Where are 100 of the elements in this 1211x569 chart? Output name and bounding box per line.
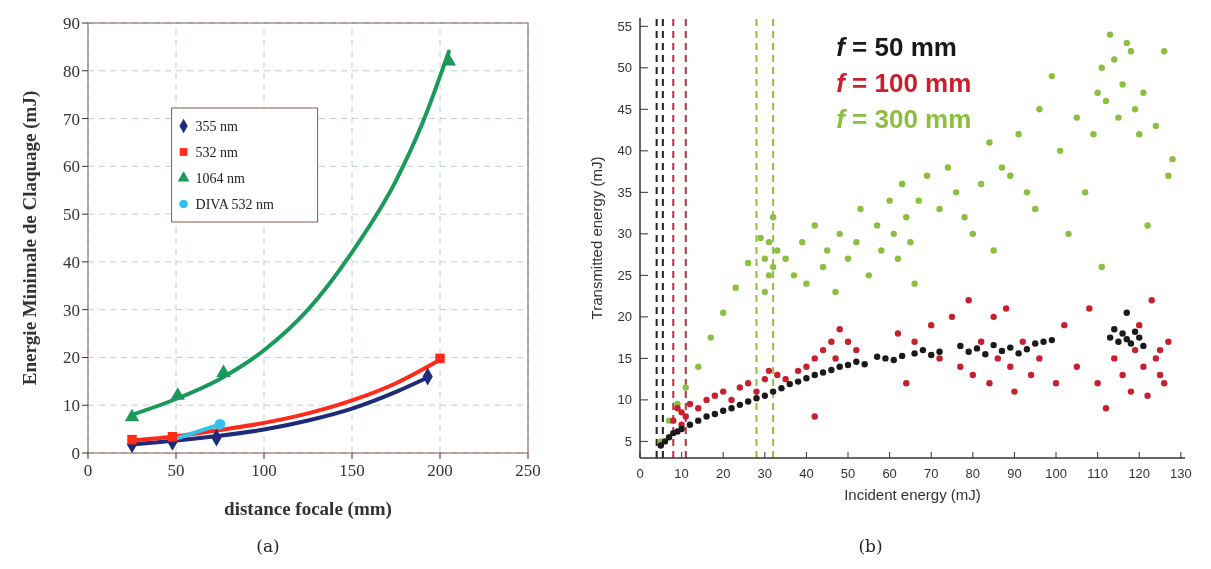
- point: [769, 388, 777, 395]
- y-tick-label: 80: [63, 61, 80, 81]
- point: [1127, 340, 1135, 347]
- x-tick-label: 60: [882, 465, 897, 481]
- point: [1032, 340, 1039, 347]
- point: [686, 421, 694, 428]
- x-tick-label: 50: [840, 465, 856, 481]
- x-tick-label: 10: [674, 465, 689, 481]
- x-tick-label: 100: [251, 461, 277, 481]
- point: [957, 342, 964, 350]
- x-tick-label: 200: [427, 461, 453, 481]
- y-tick-label: 0: [71, 443, 80, 463]
- point: [695, 417, 702, 424]
- point: [441, 52, 457, 66]
- point: [214, 418, 226, 430]
- point: [703, 413, 710, 420]
- text: f = 100 mm: [836, 68, 972, 98]
- series-label: f = 300 mm: [836, 104, 972, 134]
- y-tick-label: 15: [617, 350, 632, 366]
- x-axis-title: distance focale (mm): [224, 498, 392, 520]
- point: [786, 380, 793, 388]
- x-tick-label: 150: [339, 461, 365, 481]
- point: [1140, 342, 1147, 350]
- point: [661, 438, 669, 445]
- text: (b): [858, 536, 883, 556]
- y-tick-label: 30: [63, 300, 80, 320]
- y-tick-label: 30: [617, 226, 632, 242]
- point: [928, 351, 935, 359]
- point: [761, 392, 769, 399]
- point: [678, 425, 685, 433]
- point: [1115, 338, 1122, 345]
- y-tick-label: 25: [617, 267, 632, 283]
- point: [936, 348, 943, 355]
- y-tick-label: 40: [63, 252, 80, 272]
- y-tick-label: 70: [63, 109, 80, 129]
- x-tick-label: 90: [1007, 465, 1022, 481]
- point: [965, 348, 972, 355]
- x-tick-label: 100: [1045, 465, 1067, 481]
- point: [882, 355, 889, 362]
- point: [1015, 350, 1022, 357]
- point: [744, 398, 752, 405]
- point: [1131, 328, 1139, 336]
- x-tick-label: 120: [1128, 465, 1151, 481]
- x-tick-label: 0: [636, 465, 644, 481]
- legend-label: 1064 nm: [195, 170, 246, 186]
- point: [1119, 330, 1126, 337]
- point: [919, 346, 927, 354]
- point: [890, 356, 897, 364]
- point: [1123, 336, 1130, 343]
- point: [1136, 334, 1143, 341]
- point: [803, 375, 810, 382]
- y-tick-label: 20: [63, 348, 80, 368]
- point: [127, 434, 137, 445]
- x-tick-label: 50: [167, 461, 185, 481]
- point: [657, 442, 664, 449]
- point: [973, 345, 981, 352]
- x-tick-label: 40: [799, 465, 814, 481]
- y-axis-title: Transmitted energy (mJ): [588, 156, 605, 320]
- x-tick-label: 20: [715, 465, 731, 481]
- point: [778, 385, 785, 392]
- point: [1023, 346, 1031, 353]
- y-tick-label: 45: [617, 101, 632, 117]
- point: [794, 378, 802, 385]
- point: [711, 410, 719, 418]
- y-tick-label: 10: [63, 396, 80, 416]
- point: [811, 371, 818, 379]
- legend-label: 532 nm: [195, 144, 239, 160]
- point: [982, 351, 989, 358]
- x-tick-label: 110: [1087, 465, 1108, 481]
- point: [853, 358, 860, 365]
- point: [828, 366, 835, 374]
- point: [990, 341, 997, 349]
- point: [836, 363, 843, 370]
- point: [1111, 326, 1118, 333]
- x-tick-label: 250: [515, 461, 541, 481]
- point: [1048, 336, 1056, 344]
- x-tick-label: 0: [83, 461, 93, 481]
- point: [1007, 344, 1014, 351]
- point: [167, 432, 178, 442]
- point: [720, 407, 727, 414]
- point: [819, 369, 827, 376]
- point: [873, 353, 881, 360]
- point: [435, 353, 445, 364]
- y-axis-title: Energie Minimale de Claquage (mJ): [19, 90, 41, 386]
- point: [124, 408, 140, 422]
- y-tick-label: 55: [617, 18, 632, 34]
- point: [736, 401, 744, 409]
- point: [753, 395, 760, 402]
- y-tick-label: 5: [624, 433, 632, 449]
- y-tick-label: 20: [617, 309, 632, 325]
- y-tick-label: 50: [617, 60, 632, 76]
- point: [1106, 334, 1114, 341]
- legend-label: DIVA 532 nm: [195, 196, 275, 212]
- point: [665, 434, 673, 441]
- point: [216, 364, 231, 377]
- point: [1040, 338, 1047, 345]
- x-tick-label: 80: [965, 465, 981, 481]
- legend-label: 355 nm: [195, 118, 239, 134]
- y-tick-label: 10: [617, 392, 632, 408]
- x-tick-label: 70: [923, 465, 939, 481]
